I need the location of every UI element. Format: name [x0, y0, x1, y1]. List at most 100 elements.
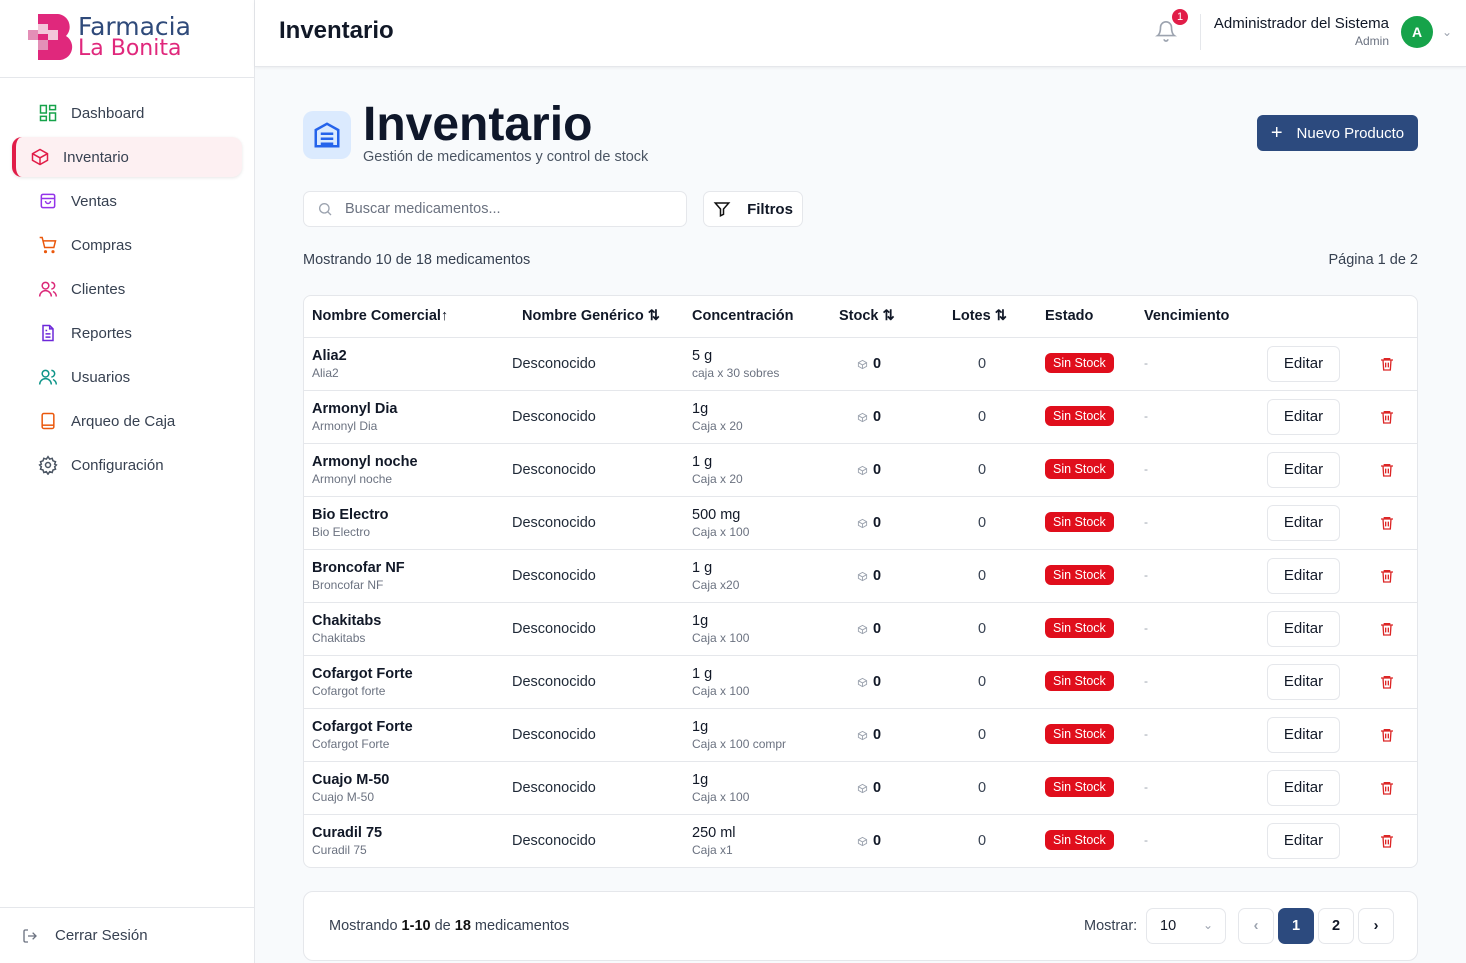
trash-icon[interactable]: [1379, 833, 1395, 849]
box-icon: [857, 624, 868, 634]
sidebar-item-ventas[interactable]: Ventas: [12, 181, 242, 221]
brand-line2: La Bonita: [78, 36, 182, 61]
page-size-label: Mostrar:: [1084, 918, 1138, 934]
trash-icon[interactable]: [1379, 356, 1395, 372]
pagination-bar: Mostrando 1-10 de 18 medicamentos Mostra…: [303, 891, 1418, 961]
stock: 0: [857, 462, 881, 478]
edit-button[interactable]: Editar: [1267, 346, 1340, 382]
edit-button[interactable]: Editar: [1267, 611, 1340, 647]
presentation: Caja x20: [692, 578, 740, 592]
edit-button[interactable]: Editar: [1267, 770, 1340, 806]
page-size-select[interactable]: 10 ⌄: [1146, 908, 1226, 944]
expiry: -: [1144, 621, 1148, 635]
next-page-button[interactable]: ›: [1358, 908, 1394, 944]
stock: 0: [857, 568, 881, 584]
bell-icon[interactable]: [1155, 20, 1177, 42]
concentration: 1g: [692, 401, 709, 417]
generic-name: Desconocido: [512, 409, 596, 425]
generic-name: Desconocido: [512, 727, 596, 743]
search-icon: [319, 203, 332, 216]
logo-icon: [28, 14, 73, 60]
prev-page-button[interactable]: ‹: [1238, 908, 1274, 944]
brand-line1: Farmacia: [78, 12, 191, 41]
column-header[interactable]: Lotes ⇅: [952, 308, 1007, 324]
sidebar-item-configuraci-n[interactable]: Configuración: [12, 445, 242, 485]
box-icon: [857, 783, 868, 793]
expiry: -: [1144, 356, 1148, 370]
product-subname: Armonyl noche: [312, 472, 393, 486]
trash-icon[interactable]: [1379, 515, 1395, 531]
product-subname: Cofargot forte: [312, 684, 386, 698]
new-product-button[interactable]: + Nuevo Producto: [1257, 115, 1418, 151]
column-header[interactable]: Stock ⇅: [839, 308, 895, 324]
product-name: Alia2: [312, 348, 347, 364]
sidebar-item-clientes[interactable]: Clientes: [12, 269, 242, 309]
user-icon: [38, 369, 58, 385]
concentration: 1g: [692, 772, 709, 788]
lots: 0: [978, 568, 987, 584]
chevron-down-icon[interactable]: ⌄: [1442, 25, 1453, 39]
sidebar-item-dashboard[interactable]: Dashboard: [12, 93, 242, 133]
box-icon: [857, 730, 868, 740]
edit-button[interactable]: Editar: [1267, 558, 1340, 594]
edit-button[interactable]: Editar: [1267, 399, 1340, 435]
edit-button[interactable]: Editar: [1267, 452, 1340, 488]
edit-button[interactable]: Editar: [1267, 505, 1340, 541]
sidebar-item-usuarios[interactable]: Usuarios: [12, 357, 242, 397]
logo[interactable]: Farmacia La Bonita: [0, 0, 254, 78]
generic-name: Desconocido: [512, 568, 596, 584]
filters-button[interactable]: Filtros: [703, 191, 803, 227]
trash-icon[interactable]: [1379, 727, 1395, 743]
expiry: -: [1144, 515, 1148, 529]
edit-button[interactable]: Editar: [1267, 717, 1340, 753]
status-badge: Sin Stock: [1045, 353, 1114, 373]
presentation: Caja x 100 compr: [692, 737, 787, 751]
trash-icon[interactable]: [1379, 621, 1395, 637]
page-1-button[interactable]: 1: [1278, 908, 1314, 944]
box-icon: [857, 836, 868, 846]
trash-icon[interactable]: [1379, 568, 1395, 584]
column-header[interactable]: Nombre Comercial↑: [312, 308, 449, 324]
sidebar-item-label: Reportes: [71, 324, 132, 342]
edit-button[interactable]: Editar: [1267, 664, 1340, 700]
trash-icon[interactable]: [1379, 462, 1395, 478]
expiry: -: [1144, 568, 1148, 582]
box-icon: [857, 465, 868, 475]
sidebar-item-compras[interactable]: Compras: [12, 225, 242, 265]
logout-icon: [23, 928, 37, 943]
header-title: Inventario: [279, 17, 394, 44]
column-header: Estado: [1045, 308, 1094, 324]
sidebar-item-arqueo-de-caja[interactable]: Arqueo de Caja: [12, 401, 242, 441]
sidebar-item-label: Ventas: [71, 192, 117, 210]
stock: 0: [857, 833, 881, 849]
lots: 0: [978, 462, 987, 478]
search-box[interactable]: [303, 191, 687, 227]
concentration: 5 g: [692, 348, 713, 364]
page-2-button[interactable]: 2: [1318, 908, 1354, 944]
sidebar-item-inventario[interactable]: Inventario: [12, 137, 242, 177]
stock: 0: [857, 780, 881, 796]
column-header[interactable]: Nombre Genérico ⇅: [522, 308, 660, 324]
generic-name: Desconocido: [512, 833, 596, 849]
sidebar-item-label: Configuración: [71, 456, 164, 474]
product-subname: Curadil 75: [312, 843, 367, 857]
inventory-table: Nombre Comercial↑ Nombre Genérico ⇅ Concen…: [303, 295, 1418, 868]
table-row: Cuajo M-50 Cuajo M-50 Desconocido 1g Caj…: [304, 761, 1417, 814]
edit-button[interactable]: Editar: [1267, 823, 1340, 859]
stock: 0: [857, 356, 881, 372]
logout-button[interactable]: Cerrar Sesión: [0, 907, 254, 963]
generic-name: Desconocido: [512, 674, 596, 690]
product-name: Cuajo M-50: [312, 772, 390, 788]
trash-icon[interactable]: [1379, 780, 1395, 796]
status-badge: Sin Stock: [1045, 618, 1114, 638]
lots: 0: [978, 674, 987, 690]
trash-icon[interactable]: [1379, 674, 1395, 690]
product-name: Broncofar NF: [312, 560, 405, 576]
expiry: -: [1144, 674, 1148, 688]
product-subname: Alia2: [312, 366, 339, 380]
search-input[interactable]: [345, 201, 645, 217]
sidebar-item-reportes[interactable]: Reportes: [12, 313, 242, 353]
avatar[interactable]: A: [1401, 16, 1433, 48]
concentration: 1 g: [692, 560, 713, 576]
trash-icon[interactable]: [1379, 409, 1395, 425]
